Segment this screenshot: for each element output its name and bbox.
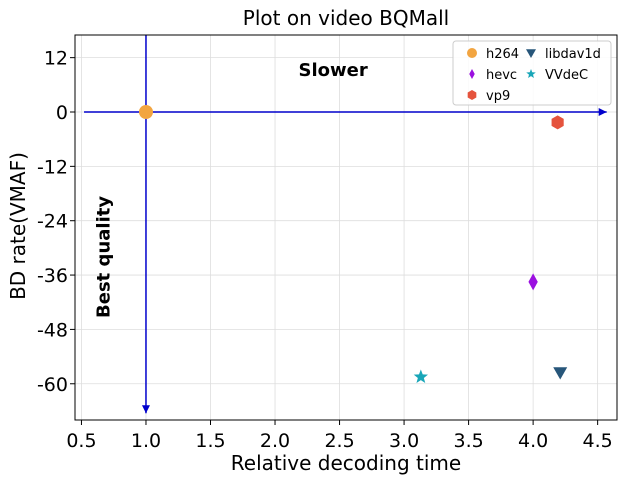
x-tick-label: 4.0 (518, 430, 548, 452)
y-tick-label: 0 (56, 102, 68, 124)
x-tick-label: 1.5 (195, 430, 225, 452)
legend-label-h264: h264 (486, 47, 519, 62)
arrow-head (141, 405, 150, 414)
legend-marker-hevc (469, 69, 475, 79)
y-tick-label: -36 (37, 265, 68, 287)
annotation-text: Best quality (94, 196, 115, 318)
x-tick-label: 3.0 (389, 430, 419, 452)
legend: h264 hevc vp9 libdav1d VVdeC (452, 40, 612, 106)
legend-label-vp9: vp9 (486, 89, 510, 104)
legend-marker-libdav1d (526, 49, 536, 58)
y-tick-label: 12 (44, 48, 68, 70)
x-axis-label: Relative decoding time (231, 451, 461, 475)
annotation-text: Slower (298, 60, 367, 81)
annotation-arrows (84, 35, 607, 414)
y-tick-label: -48 (37, 319, 68, 341)
arrow-head (598, 108, 607, 116)
x-tick-label: 4.5 (583, 430, 613, 452)
legend-marker-VVdeC (526, 69, 536, 79)
y-tick-label: -60 (37, 374, 68, 396)
x-tick-label: 2.5 (324, 430, 354, 452)
y-tick-label: -12 (37, 156, 68, 178)
y-tick-label: -24 (37, 211, 68, 233)
legend-label-VVdeC: VVdeC (545, 68, 588, 83)
x-tick-label: 0.5 (66, 430, 96, 452)
x-tick-label: 2.0 (260, 430, 290, 452)
legend-label-hevc: hevc (486, 68, 517, 83)
chart-title: Plot on video BQMall (243, 6, 449, 30)
x-tick-label: 1.0 (131, 430, 161, 452)
x-axis-ticks: 0.5 1.0 1.5 2.0 2.5 3.0 3.5 4.0 4.5 (66, 420, 613, 452)
data-point-VVdeC (413, 369, 428, 384)
legend-label-libdav1d: libdav1d (545, 47, 601, 62)
y-axis-label: BD rate(VMAF) (6, 152, 30, 300)
x-tick-label: 3.5 (453, 430, 483, 452)
data-point-libdav1d (553, 367, 568, 380)
legend-marker-h264 (467, 48, 477, 58)
legend-marker-vp9 (467, 90, 477, 100)
y-axis-ticks: 12 0 -12 -24 -36 -48 -60 (37, 48, 75, 396)
plot-frame (74, 34, 618, 421)
data-point-h264 (138, 105, 153, 119)
annotations: Slower Best quality (94, 60, 368, 318)
data-point-hevc (528, 273, 538, 291)
data-point-vp9 (551, 115, 564, 130)
data-points (138, 105, 568, 384)
